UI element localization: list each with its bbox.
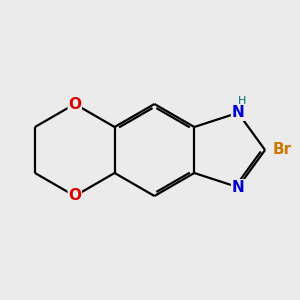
Text: Br: Br xyxy=(273,142,292,158)
Text: N: N xyxy=(232,105,244,120)
Text: N: N xyxy=(232,180,244,195)
Text: H: H xyxy=(238,96,246,106)
Text: O: O xyxy=(68,97,81,112)
Text: O: O xyxy=(68,188,81,203)
